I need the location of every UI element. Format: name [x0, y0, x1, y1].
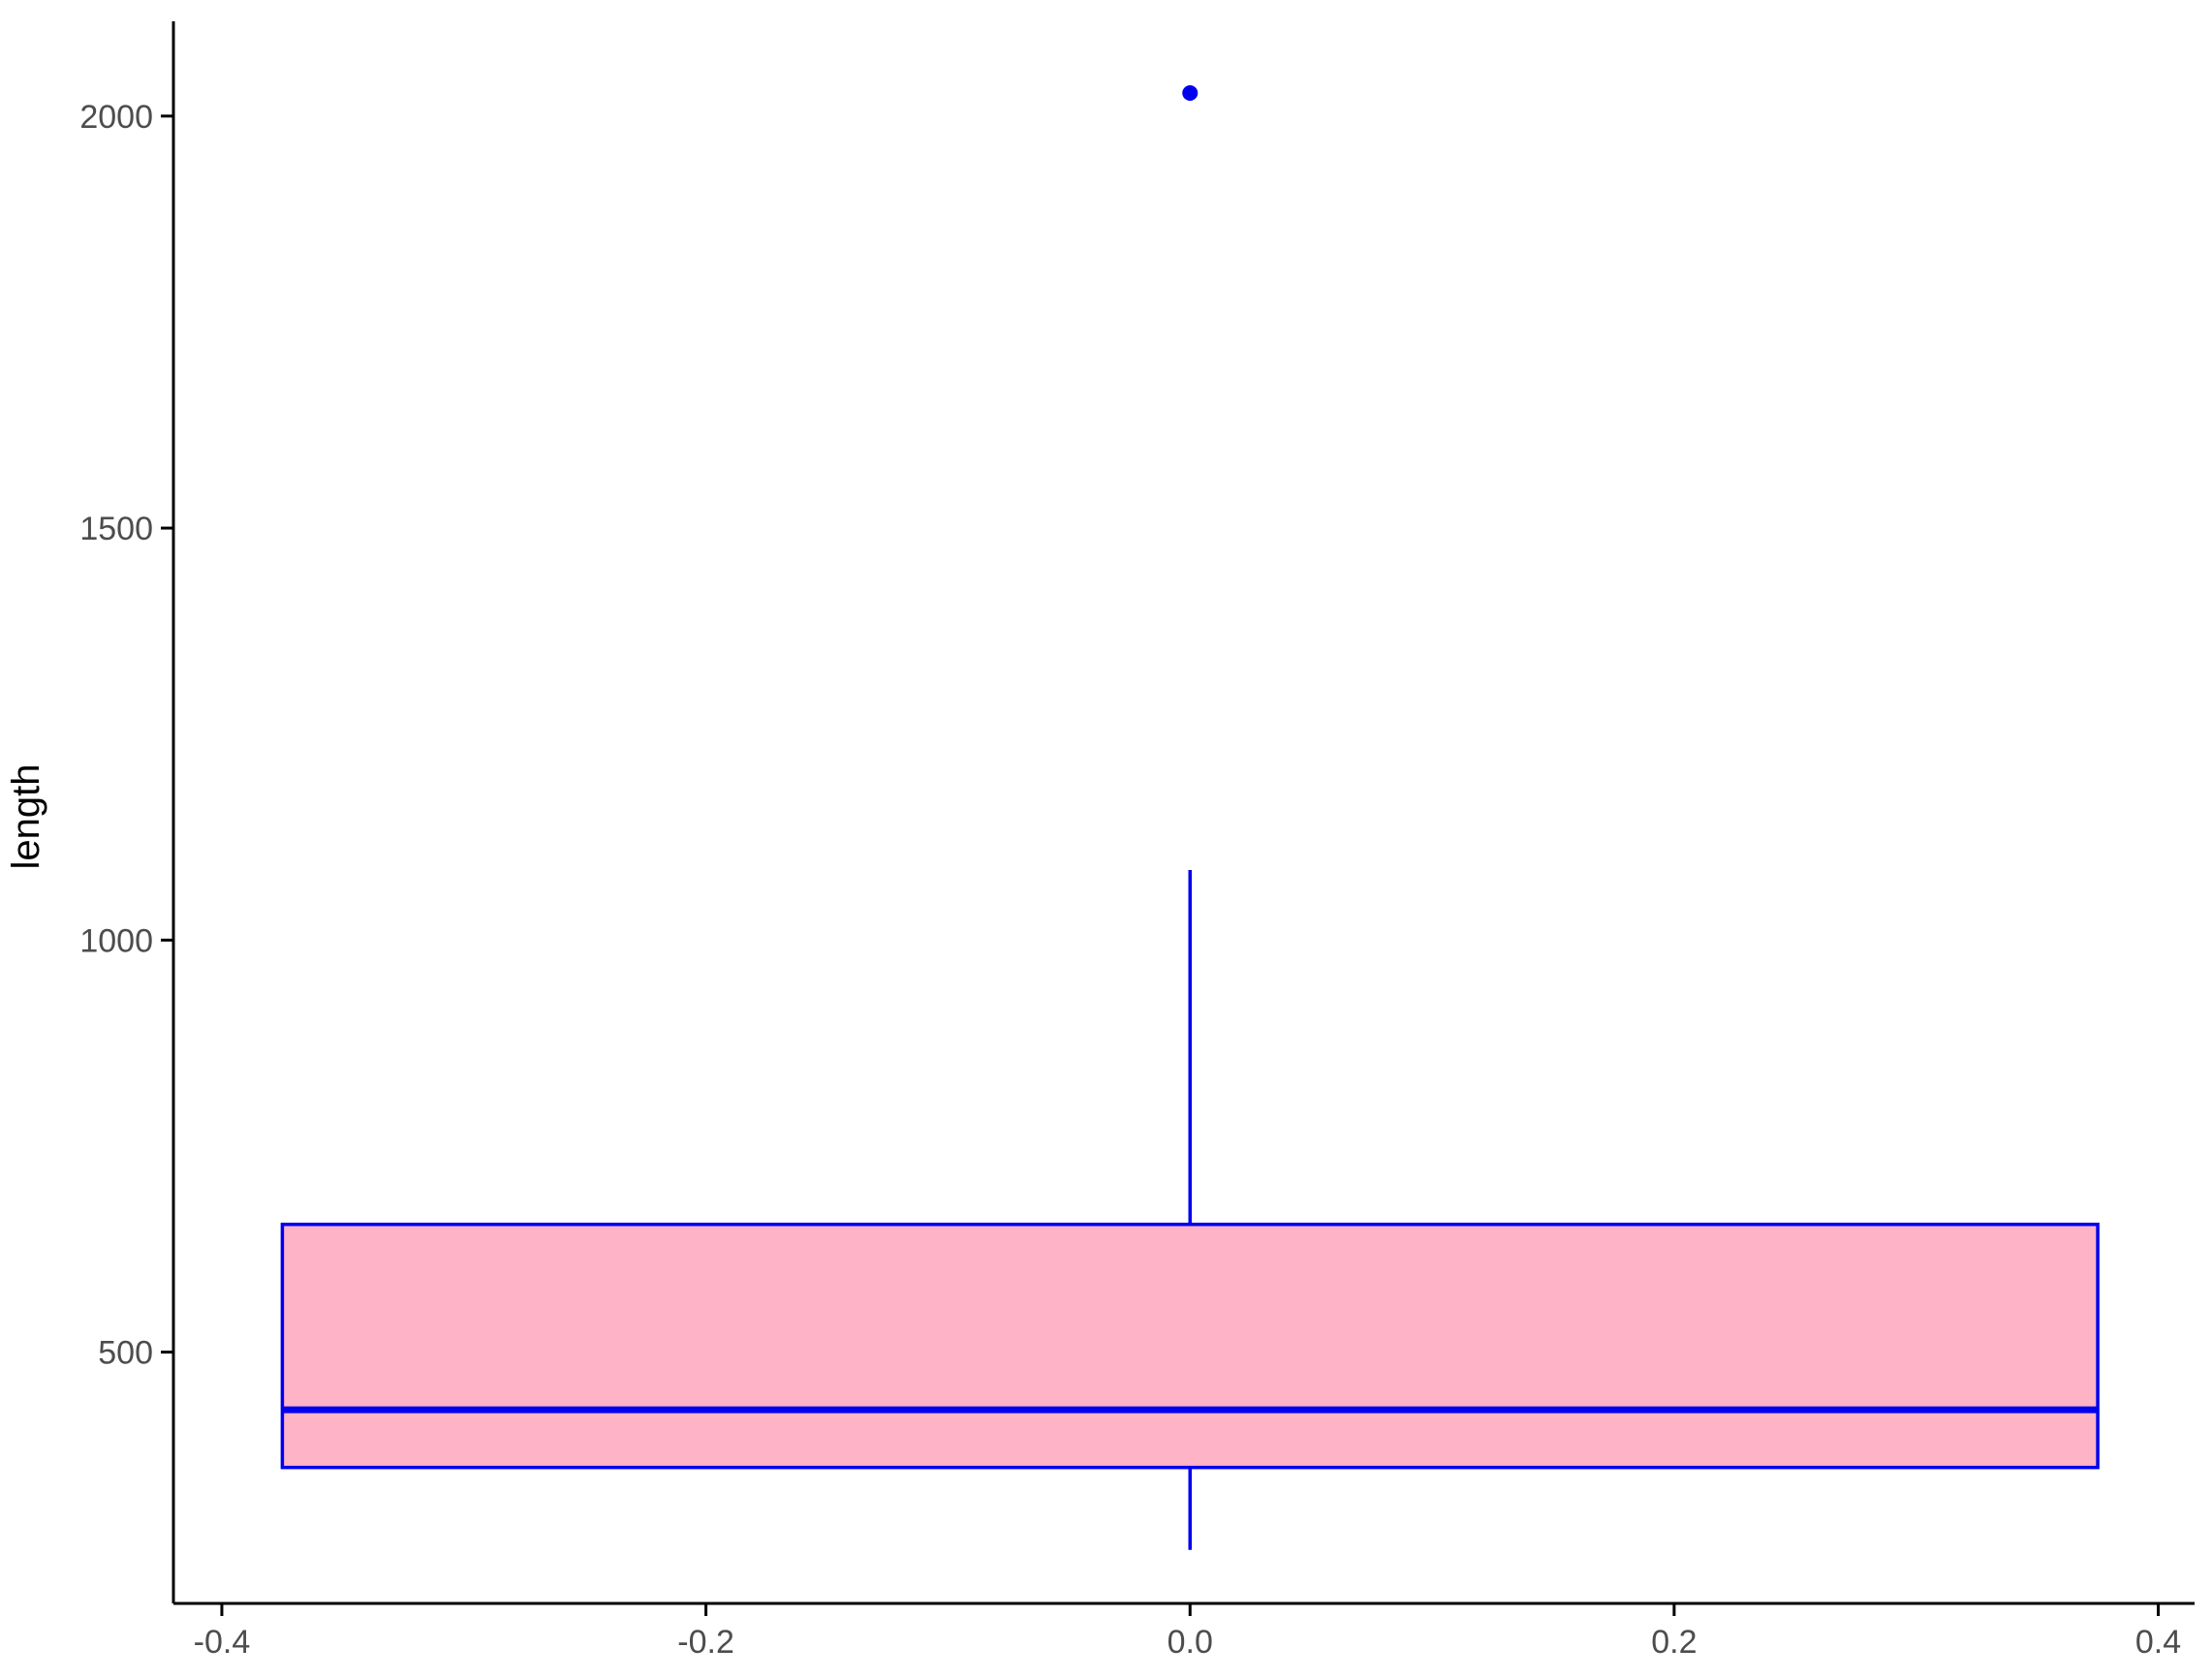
x-tick-label: -0.4 — [194, 1624, 251, 1661]
outlier-point — [1182, 84, 1199, 101]
y-tick-label: 2000 — [79, 99, 153, 136]
x-tick-label: 0.4 — [2135, 1624, 2181, 1661]
outlier-points — [1182, 84, 1199, 101]
box-iqr — [280, 1223, 2100, 1470]
y-tick-label: 500 — [98, 1335, 153, 1372]
y-axis-title: length — [5, 764, 47, 870]
x-tick-label: -0.2 — [677, 1624, 734, 1661]
y-axis-ticks: 500 1000 1500 2000 — [79, 99, 173, 1372]
x-axis-ticks: -0.4 -0.2 0.0 0.2 0.4 — [194, 1603, 2181, 1661]
y-tick-label: 1000 — [79, 922, 153, 959]
x-tick-label: 0.0 — [1168, 1624, 1213, 1661]
x-tick-label: 0.2 — [1651, 1624, 1697, 1661]
y-tick-label: 1500 — [79, 511, 153, 547]
